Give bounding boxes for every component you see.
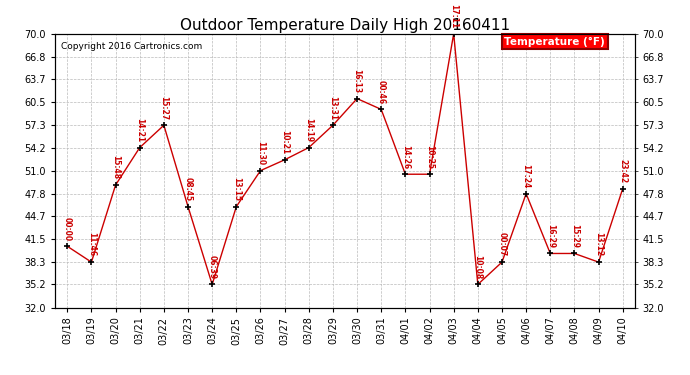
Text: 17:11: 17:11 [449,4,458,28]
Text: 08:45: 08:45 [184,177,193,201]
Text: 14:19: 14:19 [304,118,313,142]
Text: 11:30: 11:30 [256,141,265,165]
Text: 13:15: 13:15 [232,177,241,201]
Title: Outdoor Temperature Daily High 20160411: Outdoor Temperature Daily High 20160411 [180,18,510,33]
Text: 14:26: 14:26 [401,144,410,169]
Text: 10:21: 10:21 [280,130,289,154]
Text: 16:13: 16:13 [353,69,362,93]
Text: 00:00: 00:00 [63,217,72,241]
Text: 11:46: 11:46 [87,232,96,256]
Text: 23:42: 23:42 [618,159,627,183]
Text: 00:07: 00:07 [497,232,506,256]
Text: 15:29: 15:29 [570,224,579,248]
Text: 13:31: 13:31 [328,96,337,120]
Text: 17:24: 17:24 [522,164,531,188]
Text: 10:25: 10:25 [425,145,434,169]
Text: 10:08: 10:08 [473,255,482,279]
Text: Copyright 2016 Cartronics.com: Copyright 2016 Cartronics.com [61,42,202,51]
Text: 14:21: 14:21 [135,118,144,142]
Text: 13:12: 13:12 [594,232,603,256]
Text: 16:29: 16:29 [546,224,555,248]
Text: 00:46: 00:46 [377,80,386,104]
Text: 06:39: 06:39 [208,255,217,279]
Text: 15:27: 15:27 [159,96,168,120]
Text: Temperature (°F): Temperature (°F) [504,36,605,46]
Text: 15:48: 15:48 [111,155,120,180]
